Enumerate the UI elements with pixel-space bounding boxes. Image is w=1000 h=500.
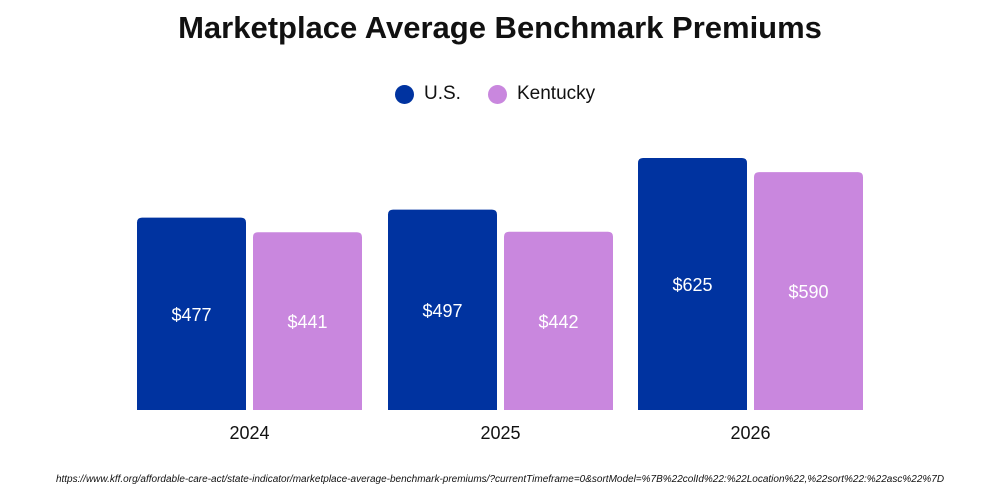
bar-kentucky-2025 xyxy=(504,231,613,410)
legend: U.S. Kentucky xyxy=(0,80,1000,108)
chart-title: Marketplace Average Benchmark Premiums xyxy=(178,10,822,45)
legend-label-us: U.S. xyxy=(424,83,461,104)
x-tick-label-2026: 2026 xyxy=(730,423,770,443)
bar-kentucky-2026 xyxy=(754,172,863,410)
chart-plot: $477 $441 2024 $497 $442 2025 $625 $590 2026 xyxy=(137,158,863,443)
bar-label-kentucky-2024: $441 xyxy=(287,312,327,332)
bar-us-2025 xyxy=(388,209,497,410)
legend-item-us: U.S. xyxy=(395,80,461,108)
bar-label-us-2026: $625 xyxy=(672,275,712,295)
legend-item-kentucky: Kentucky xyxy=(488,80,595,108)
bar-label-us-2024: $477 xyxy=(171,305,211,325)
bar-kentucky-2024 xyxy=(253,232,362,410)
legend-label-kentucky: Kentucky xyxy=(517,83,596,104)
source-citation: https://www.kff.org/affordable-care-act/… xyxy=(55,474,945,485)
bar-label-kentucky-2026: $590 xyxy=(788,282,828,302)
x-tick-label-2025: 2025 xyxy=(480,423,520,443)
legend-swatch-us xyxy=(395,84,414,104)
bar-us-2024 xyxy=(137,217,246,410)
legend-swatch-kentucky xyxy=(488,84,507,104)
bar-label-kentucky-2025: $442 xyxy=(538,312,578,332)
bar-us-2026 xyxy=(638,158,747,410)
x-tick-label-2024: 2024 xyxy=(229,423,269,443)
bar-label-us-2025: $497 xyxy=(422,301,462,321)
